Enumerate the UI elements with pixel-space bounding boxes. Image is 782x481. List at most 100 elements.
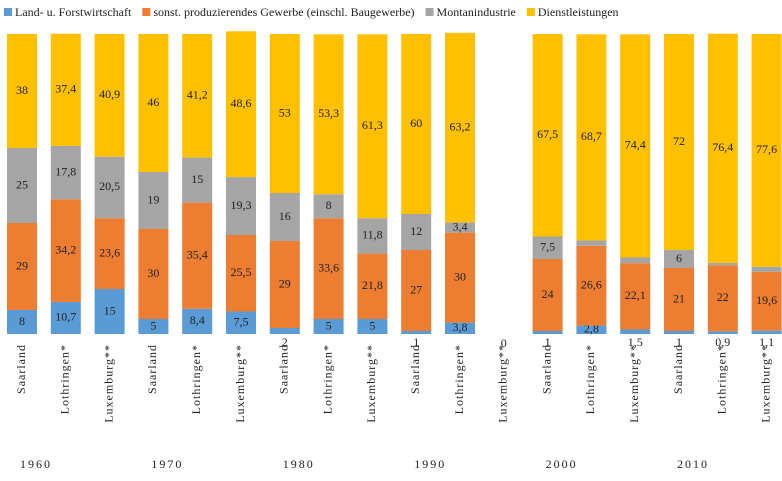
data-label: 23,6 [99, 245, 120, 259]
x-tick-label: Lothringen* [452, 344, 466, 414]
data-label: 8,4 [190, 313, 205, 327]
bar-segment [7, 34, 37, 148]
x-tick-label: Lothringen* [58, 344, 72, 414]
bar-segment [138, 172, 169, 229]
bar-segment [401, 250, 432, 331]
bar-segment [138, 319, 169, 334]
bar-segment [269, 241, 300, 328]
bar-segment [313, 319, 344, 334]
data-label: 72 [673, 134, 685, 148]
data-label: 29 [16, 258, 28, 272]
bar-segment [620, 34, 651, 258]
x-tick-label: Luxemburg** [233, 344, 247, 423]
x-tick-label: Saarland [408, 344, 422, 394]
x-tick-label: Lothringen* [189, 344, 203, 414]
bar-segment [532, 34, 563, 237]
data-label: 22,1 [625, 288, 646, 302]
data-label: 7,5 [234, 315, 249, 329]
data-label: 12 [410, 224, 422, 238]
bar-segment [707, 33, 738, 263]
bar-segment [182, 202, 213, 309]
bar-segment [226, 177, 256, 235]
data-label: 29 [279, 276, 291, 290]
data-label: 1 [545, 335, 551, 349]
data-label: 21 [673, 291, 685, 305]
data-label: 1,5 [628, 335, 643, 349]
data-label: 60 [410, 116, 422, 130]
bar-segment [138, 229, 169, 319]
bar-segment [7, 310, 37, 334]
bar-segment [401, 34, 432, 214]
data-label: 26,6 [581, 277, 602, 291]
bar-segment [182, 34, 213, 158]
legend-swatch [4, 8, 12, 16]
bar-segment [50, 199, 81, 302]
bar-segment [576, 245, 607, 326]
bar-segment [664, 331, 694, 334]
data-label: 22 [717, 290, 729, 304]
bar-segment [707, 265, 738, 332]
data-label: 61,3 [362, 118, 383, 132]
x-tick-label: Saarland [14, 344, 28, 394]
bar-segment [532, 259, 563, 331]
bar-segment [445, 222, 475, 233]
bar-segment [620, 329, 651, 334]
x-tick-label: Saarland [145, 344, 159, 394]
bar-segment [226, 31, 256, 178]
bar-segment [7, 223, 37, 310]
bar-segment [357, 319, 388, 334]
data-label: 34,2 [55, 242, 76, 256]
data-label: 30 [147, 266, 159, 280]
data-label: 63,2 [450, 119, 471, 133]
data-label: 24 [542, 287, 554, 301]
x-tick-label: Lothringen* [320, 344, 334, 414]
bar-segment [269, 328, 300, 334]
group-label: 1960 [20, 457, 52, 471]
data-label: 1,1 [759, 335, 774, 349]
bar-segment [401, 331, 432, 334]
legend-label: sonst. produzierendes Gewerbe (einschl. … [153, 5, 414, 19]
bar-segment [226, 235, 256, 312]
data-label: 10,7 [55, 310, 76, 324]
bar-segment [751, 271, 782, 331]
data-label: 74,4 [625, 138, 646, 152]
x-tick-label: Saarland [539, 344, 553, 394]
data-label: 53 [279, 105, 291, 119]
data-label: 38 [16, 83, 28, 97]
x-tick-label: Luxemburg** [627, 344, 641, 423]
data-label: 1 [413, 335, 419, 349]
data-label: 15 [104, 303, 116, 317]
bar-segment [138, 34, 169, 172]
bar-segment [313, 194, 344, 219]
bar-segment [445, 322, 475, 334]
bar-segment [269, 34, 300, 193]
data-label: 8 [19, 314, 25, 328]
bar-segment [664, 34, 694, 250]
bar-segment [707, 262, 738, 266]
bar-segment [50, 301, 81, 334]
data-label: 25,5 [231, 265, 252, 279]
bar-segment [182, 157, 213, 203]
data-label: 53,3 [318, 106, 339, 120]
data-label: 0 [501, 336, 507, 350]
bar-segment [751, 34, 782, 267]
legend-label: Land- u. Forstwirtschaft [15, 5, 132, 19]
x-tick-label: Saarland [671, 344, 685, 394]
data-label: 5 [150, 318, 156, 332]
data-label: 20,5 [99, 179, 120, 193]
bar-segment [357, 218, 388, 254]
data-label: 40,9 [99, 87, 120, 101]
bar-segment [664, 250, 694, 268]
data-label: 16 [279, 209, 291, 223]
bar-segment [751, 266, 782, 272]
x-tick-label: Luxemburg** [364, 344, 378, 423]
bar-segment [94, 156, 125, 219]
bar-segment [226, 311, 256, 334]
data-label: 0,9 [715, 335, 730, 349]
data-label: 41,2 [187, 88, 208, 102]
bar-segment [269, 193, 300, 241]
data-label: 77,6 [756, 142, 777, 156]
x-tick-label: Lothringen* [583, 344, 597, 414]
data-label: 21,8 [362, 278, 383, 292]
data-label: 30 [454, 269, 466, 283]
